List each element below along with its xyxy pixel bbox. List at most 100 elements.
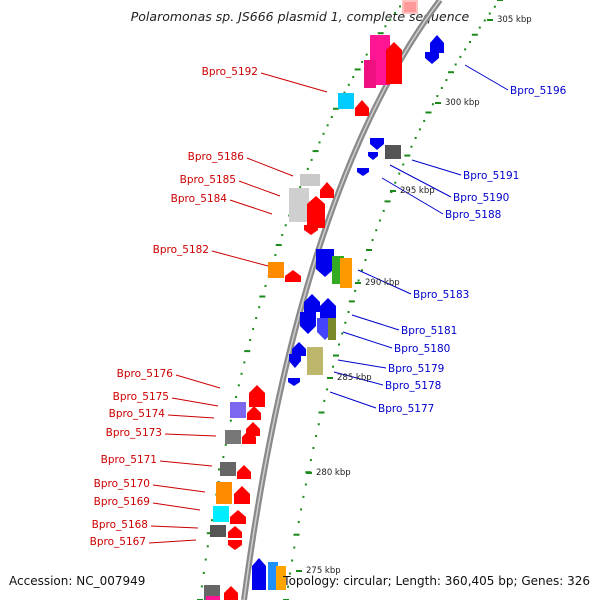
tick-mark-inner <box>483 19 486 22</box>
tick-mark-inner <box>440 87 443 89</box>
tick-mark-inner <box>493 5 496 8</box>
gene-feature <box>357 168 369 176</box>
tick-mark-inner <box>300 508 303 511</box>
tick-mark-inner <box>364 259 367 262</box>
scale-tick <box>390 190 396 192</box>
gene-feature <box>268 262 284 278</box>
callout-line-left <box>152 502 201 511</box>
gene-feature <box>320 182 334 198</box>
tick-mark-inner <box>366 249 372 251</box>
tick-mark-inner <box>347 311 350 313</box>
gene-labels: Bpro_5192 Bpro_5186 Bpro_5185 Bpro_5184 Bpro… <box>90 66 567 548</box>
gene-label-left: Bpro_5192 <box>202 66 258 78</box>
gene-feature <box>210 525 226 537</box>
summary-text: Topology: circular; Length: 360,405 bp; … <box>283 574 590 588</box>
callout-line-left <box>238 180 281 197</box>
callout-line-right <box>357 269 412 295</box>
tick-mark-outer <box>249 338 252 341</box>
gene-label-left: Bpro_5167 <box>90 536 146 548</box>
gene-feature <box>425 52 439 64</box>
tick-mark-inner <box>384 200 391 203</box>
tick-mark-outer <box>264 284 267 287</box>
gene-label-right: Bpro_5196 <box>510 85 567 97</box>
tick-mark-inner <box>410 145 413 148</box>
gene-feature <box>307 347 323 375</box>
gene-label-left: Bpro_5169 <box>94 496 150 508</box>
tick-mark-inner <box>488 12 491 15</box>
tick-mark-outer <box>258 306 261 309</box>
tick-mark-outer <box>281 234 284 237</box>
tick-mark-inner <box>464 48 467 51</box>
gene-feature <box>225 430 241 444</box>
callout-line-left <box>150 525 199 529</box>
accession-text: Accession: NC_007949 <box>9 574 146 588</box>
gene-feature <box>213 506 229 522</box>
gene-label-right: Bpro_5178 <box>385 380 441 392</box>
tick-mark-outer <box>322 132 325 135</box>
tick-mark-outer <box>352 76 355 79</box>
tick-mark-inner <box>497 0 503 1</box>
gene-label-left: Bpro_5175 <box>113 391 169 403</box>
gene-feature <box>230 510 246 524</box>
gene-label-left: Bpro_5170 <box>94 478 150 490</box>
callout-line-right <box>351 314 400 331</box>
tick-mark-outer <box>347 83 350 86</box>
tick-mark-outer <box>235 395 238 398</box>
gene-feature <box>328 318 336 340</box>
tick-mark-outer <box>210 519 213 522</box>
tick-mark-outer <box>306 167 309 170</box>
tick-mark-inner <box>445 79 448 82</box>
tick-mark-inner <box>309 459 312 462</box>
tick-mark-inner <box>348 300 355 303</box>
gene-label-right: Bpro_5191 <box>463 170 519 182</box>
callout-line-left <box>148 539 197 544</box>
tick-mark-inner <box>425 111 432 114</box>
gene-feature <box>355 100 369 116</box>
tick-mark-outer <box>204 558 207 561</box>
scale-label: 295 kbp <box>400 186 435 196</box>
scale-tick <box>296 570 302 572</box>
scale-tick <box>487 19 493 21</box>
gene-feature <box>292 342 306 356</box>
gene-feature <box>430 35 444 53</box>
tick-mark-outer <box>343 91 346 94</box>
gene-label-left: Bpro_5185 <box>180 174 236 186</box>
gene-label-left: Bpro_5173 <box>106 427 162 439</box>
gene-feature <box>364 60 376 88</box>
tick-mark-inner <box>404 154 411 157</box>
tick-mark-inner <box>431 103 434 106</box>
tick-mark-inner <box>448 71 454 74</box>
callout-line-left <box>246 157 294 177</box>
tick-mark-outer <box>200 585 203 588</box>
gene-label-right: Bpro_5180 <box>394 343 450 355</box>
tick-mark-inner <box>357 279 360 282</box>
tick-mark-outer <box>384 25 387 28</box>
callout-line-left <box>229 199 273 215</box>
tick-mark-outer <box>202 571 205 574</box>
tick-mark-outer <box>399 5 402 8</box>
tick-mark-outer <box>310 158 313 161</box>
tick-mark-inner <box>471 33 478 36</box>
backbone <box>241 0 443 600</box>
scale-labels: 305 kbp 300 kbp 295 kbp 290 kbp 285 kbp 280 k… <box>296 15 532 576</box>
tick-mark-inner <box>297 521 300 523</box>
tick-mark-outer <box>206 532 213 535</box>
tick-mark-inner <box>291 559 294 562</box>
gene-feature <box>247 406 261 420</box>
map-title: Polaromonas sp. JS666 plasmid 1, complet… <box>130 9 470 24</box>
tick-mark-inner <box>382 209 385 212</box>
tick-mark-outer <box>229 419 232 422</box>
callout-line-right <box>329 391 377 409</box>
tick-mark-outer <box>255 316 258 319</box>
callout-line-right <box>381 177 444 215</box>
tick-mark-inner <box>304 483 307 486</box>
callout-line-right <box>337 359 387 369</box>
tick-mark-inner <box>375 229 378 232</box>
tick-mark-inner <box>468 41 471 43</box>
callout-lines <box>148 64 509 544</box>
tick-mark-inner <box>338 343 341 346</box>
tick-mark-inner <box>394 181 397 184</box>
tick-mark-inner <box>398 172 401 175</box>
callout-line-left <box>152 484 206 493</box>
